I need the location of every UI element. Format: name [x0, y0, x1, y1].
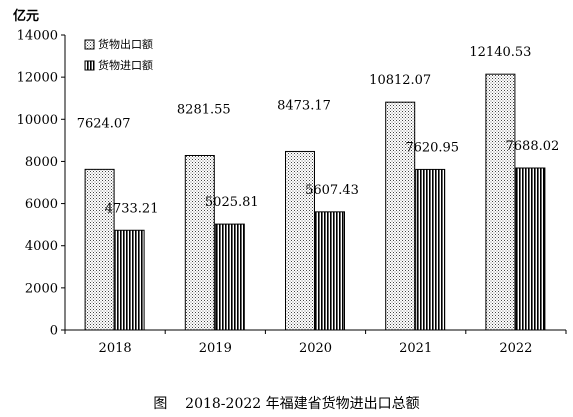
export-bar — [285, 150, 315, 331]
legend-label-import: 货物进口额 — [98, 58, 153, 72]
export-bar — [485, 73, 516, 331]
import-bar — [415, 168, 446, 331]
legend-label-export: 货物出口额 — [98, 37, 153, 51]
import-bar — [114, 229, 145, 331]
export-bar — [184, 154, 215, 331]
import-bar — [315, 211, 345, 331]
import-value-label: 5607.43 — [305, 183, 359, 198]
y-tick-label: 12000 — [17, 71, 58, 86]
import-bar — [515, 167, 546, 331]
caption-prefix: 图 — [153, 396, 168, 412]
import-value-label: 4733.21 — [105, 201, 159, 216]
export-value-label: 7624.07 — [77, 116, 131, 131]
y-tick-label: 2000 — [25, 281, 58, 296]
caption-text: 2018-2022 年福建省货物进出口总额 — [185, 396, 420, 412]
export-value-label: 8281.55 — [177, 102, 231, 117]
y-tick-label: 6000 — [25, 197, 58, 212]
y-tick-label: 14000 — [17, 29, 58, 44]
import-value-label: 7620.95 — [405, 140, 459, 155]
y-tick-label: 10000 — [17, 113, 58, 128]
x-tick-label: 2018 — [99, 341, 132, 356]
x-tick-label: 2021 — [399, 341, 432, 356]
export-value-label: 10812.07 — [369, 73, 431, 88]
export-bar — [385, 101, 416, 331]
export-value-label: 12140.53 — [469, 45, 531, 60]
x-tick-label: 2020 — [299, 341, 332, 356]
y-unit-label: 亿元 — [13, 8, 39, 24]
bar-chart: 亿元 0 2000 4000 6000 8000 10000 12000 14000 2018 2… — [13, 8, 567, 356]
y-tick-label: 8000 — [25, 155, 58, 170]
import-value-label: 5025.81 — [205, 195, 259, 210]
legend-swatch-export — [84, 39, 95, 50]
import-value-label: 7688.02 — [506, 139, 560, 154]
x-tick-label: 2022 — [499, 341, 532, 356]
legend-swatch-import — [84, 60, 95, 71]
x-tick-label: 2019 — [199, 341, 232, 356]
y-tick-label: 0 — [50, 324, 58, 339]
import-bar — [214, 223, 245, 331]
figure-caption: 图 2018-2022 年福建省货物进出口总额 — [0, 393, 573, 413]
export-bar — [84, 168, 115, 331]
export-value-label: 8473.17 — [277, 98, 331, 113]
y-tick-label: 4000 — [25, 239, 58, 254]
